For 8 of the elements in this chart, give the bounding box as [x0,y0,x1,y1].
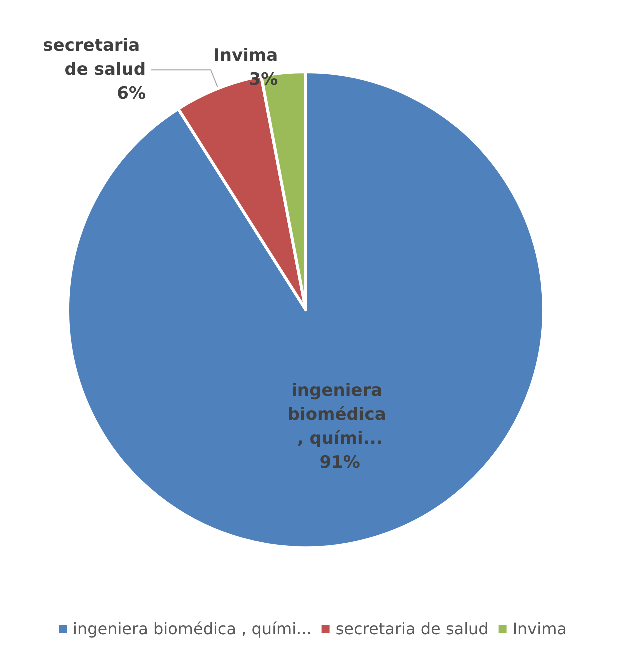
slice-label: ingeniera biomédica , quími... [288,381,392,450]
data-label: 91% [320,453,360,474]
slice-label: secretaria de salud [43,36,146,80]
legend-label: secretaria de salud [336,620,489,638]
data-label: 6% [117,84,146,104]
legend-label: Invima [512,620,567,638]
legend-label: ingeniera biomédica , quími... [73,620,312,638]
slice-label: Invima [214,46,278,66]
